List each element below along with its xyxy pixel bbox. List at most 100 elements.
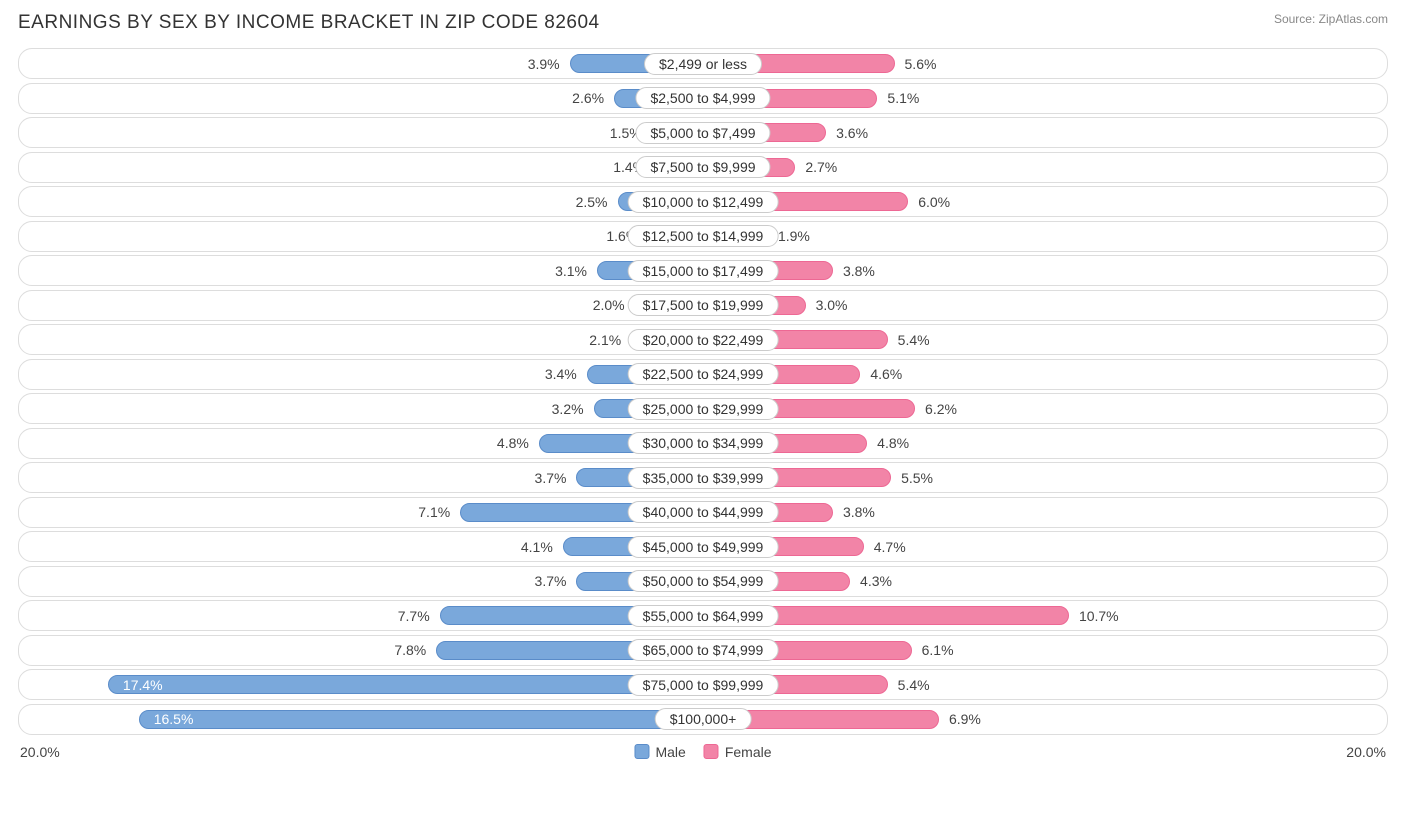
bracket-label: $25,000 to $29,999 xyxy=(628,398,779,420)
male-half: 3.2% xyxy=(19,394,703,423)
male-pct-label: 17.4% xyxy=(123,677,163,693)
axis-max-left: 20.0% xyxy=(20,744,60,760)
bracket-label: $7,500 to $9,999 xyxy=(635,156,770,178)
male-half: 2.0% xyxy=(19,291,703,320)
male-pct-label: 3.2% xyxy=(552,401,584,417)
male-half: 3.4% xyxy=(19,360,703,389)
chart-row: 4.1%4.7%$45,000 to $49,999 xyxy=(18,531,1388,562)
bracket-label: $22,500 to $24,999 xyxy=(628,363,779,385)
chart-row: 1.5%3.6%$5,000 to $7,499 xyxy=(18,117,1388,148)
bracket-label: $2,500 to $4,999 xyxy=(635,87,770,109)
female-pct-label: 5.1% xyxy=(887,90,919,106)
male-half: 7.8% xyxy=(19,636,703,665)
male-pct-label: 2.1% xyxy=(589,332,621,348)
chart-row: 3.1% 3.8% $15,000 to $17,499 xyxy=(18,255,1388,286)
female-pct-label: 5.4% xyxy=(898,332,930,348)
female-pct-label: 2.7% xyxy=(805,159,837,175)
female-pct-label: 4.8% xyxy=(877,435,909,451)
female-half: 5.4% xyxy=(703,670,1387,699)
male-half: 2.5% xyxy=(19,187,703,216)
legend: Male Female xyxy=(634,744,771,760)
chart-row: 1.6% 1.9%$12,500 to $14,999 xyxy=(18,221,1388,252)
female-pct-label: 5.6% xyxy=(905,56,937,72)
male-half: 7.7% xyxy=(19,601,703,630)
male-pct-label: 4.8% xyxy=(497,435,529,451)
male-bar: 17.4% xyxy=(108,675,703,694)
male-half: 3.7% xyxy=(19,567,703,596)
chart-row: 7.1%3.8%$40,000 to $44,999 xyxy=(18,497,1388,528)
female-half: 6.1% xyxy=(703,636,1387,665)
male-half: 2.6% xyxy=(19,84,703,113)
female-pct-label: 3.0% xyxy=(816,297,848,313)
male-half: 1.5% xyxy=(19,118,703,147)
chart-header: EARNINGS BY SEX BY INCOME BRACKET IN ZIP… xyxy=(18,12,1388,34)
bracket-label: $65,000 to $74,999 xyxy=(628,639,779,661)
bracket-label: $50,000 to $54,999 xyxy=(628,570,779,592)
male-half: 7.1% xyxy=(19,498,703,527)
male-pct-label: 3.4% xyxy=(545,366,577,382)
female-half: 6.0% xyxy=(703,187,1387,216)
chart-row: 3.7%5.5%$35,000 to $39,999 xyxy=(18,462,1388,493)
female-swatch-icon xyxy=(704,744,719,759)
female-half: 3.8% xyxy=(703,498,1387,527)
male-pct-label: 3.9% xyxy=(528,56,560,72)
male-half: 3.1% xyxy=(19,256,703,285)
male-pct-label: 7.8% xyxy=(394,642,426,658)
male-bar: 16.5% xyxy=(139,710,703,729)
bracket-label: $30,000 to $34,999 xyxy=(628,432,779,454)
chart-row: 4.8% 4.8% $30,000 to $34,999 xyxy=(18,428,1388,459)
female-half: 4.6% xyxy=(703,360,1387,389)
female-half: 4.7% xyxy=(703,532,1387,561)
male-pct-label: 4.1% xyxy=(521,539,553,555)
male-swatch-icon xyxy=(634,744,649,759)
female-pct-label: 3.8% xyxy=(843,504,875,520)
chart-row: 17.4% 5.4% $75,000 to $99,999 xyxy=(18,669,1388,700)
female-half: 4.8% xyxy=(703,429,1387,458)
chart-row: 3.9% 5.6% $2,499 or less xyxy=(18,48,1388,79)
female-half: 5.5% xyxy=(703,463,1387,492)
male-half: 4.8% xyxy=(19,429,703,458)
chart-row: 3.2% 6.2%$25,000 to $29,999 xyxy=(18,393,1388,424)
female-pct-label: 4.3% xyxy=(860,573,892,589)
diverging-bar-chart: 3.9% 5.6% $2,499 or less 2.6% 5.1% $2,500 to … xyxy=(18,48,1388,735)
male-pct-label: 16.5% xyxy=(154,711,194,727)
female-pct-label: 5.5% xyxy=(901,470,933,486)
female-pct-label: 5.4% xyxy=(898,677,930,693)
bracket-label: $55,000 to $64,999 xyxy=(628,605,779,627)
female-pct-label: 4.6% xyxy=(870,366,902,382)
male-pct-label: 7.1% xyxy=(418,504,450,520)
female-pct-label: 6.0% xyxy=(918,194,950,210)
female-half: 3.6% xyxy=(703,118,1387,147)
chart-row: 16.5%6.9%$100,000+ xyxy=(18,704,1388,735)
chart-footer: 20.0% Male Female 20.0% xyxy=(18,741,1388,763)
female-pct-label: 3.8% xyxy=(843,263,875,279)
male-pct-label: 2.6% xyxy=(572,90,604,106)
female-pct-label: 4.7% xyxy=(874,539,906,555)
bracket-label: $75,000 to $99,999 xyxy=(628,674,779,696)
male-half: 2.1% xyxy=(19,325,703,354)
chart-row: 2.6% 5.1% $2,500 to $4,999 xyxy=(18,83,1388,114)
bracket-label: $2,499 or less xyxy=(644,53,762,75)
male-half: 1.6% xyxy=(19,222,703,251)
chart-title: EARNINGS BY SEX BY INCOME BRACKET IN ZIP… xyxy=(18,12,600,34)
male-half: 3.7% xyxy=(19,463,703,492)
female-pct-label: 6.1% xyxy=(922,642,954,658)
male-half: 17.4% xyxy=(19,670,703,699)
male-half: 4.1% xyxy=(19,532,703,561)
female-pct-label: 1.9% xyxy=(778,228,810,244)
chart-row: 2.5%6.0%$10,000 to $12,499 xyxy=(18,186,1388,217)
bracket-label: $15,000 to $17,499 xyxy=(628,260,779,282)
legend-item-male: Male xyxy=(634,744,685,760)
male-pct-label: 7.7% xyxy=(398,608,430,624)
legend-male-label: Male xyxy=(655,744,685,760)
female-pct-label: 6.9% xyxy=(949,711,981,727)
female-half: 6.2% xyxy=(703,394,1387,423)
female-half: 10.7% xyxy=(703,601,1387,630)
chart-row: 2.1%5.4%$20,000 to $22,499 xyxy=(18,324,1388,355)
female-half: 2.7% xyxy=(703,153,1387,182)
female-half: 6.9% xyxy=(703,705,1387,734)
male-pct-label: 2.0% xyxy=(593,297,625,313)
legend-item-female: Female xyxy=(704,744,772,760)
male-pct-label: 3.7% xyxy=(535,470,567,486)
bracket-label: $12,500 to $14,999 xyxy=(628,225,779,247)
